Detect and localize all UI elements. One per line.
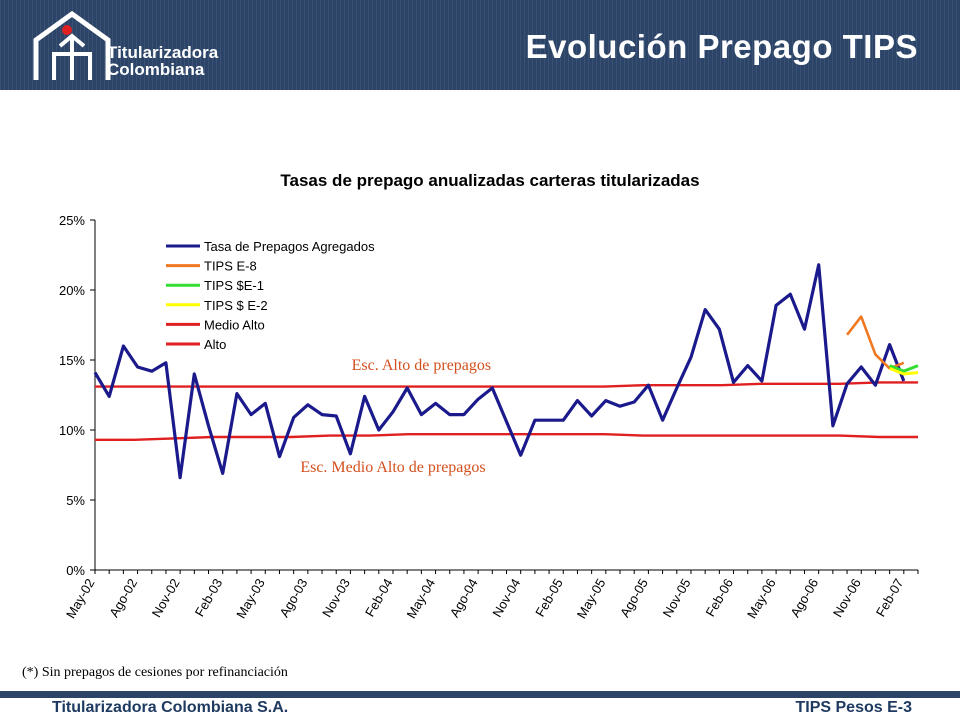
titularizadora-logo	[33, 10, 111, 80]
x-tick-label: Feb-03	[192, 576, 226, 619]
y-tick-label: 5%	[66, 493, 85, 508]
x-tick-label: Nov-04	[489, 576, 523, 620]
series-line-e2	[889, 367, 919, 376]
x-tick-label: May-06	[744, 576, 779, 621]
legend-label: TIPS $E-1	[204, 278, 264, 293]
logo-dot-icon	[62, 25, 72, 35]
chart-annotation: Esc. Medio Alto de prepagos	[300, 459, 485, 476]
x-tick-label: Nov-03	[319, 576, 353, 620]
footer-divider	[0, 691, 960, 698]
legend-box	[160, 234, 440, 356]
y-tick-label: 10%	[59, 423, 85, 438]
series-line-e1	[889, 364, 919, 373]
x-tick-label: Ago-02	[106, 576, 140, 620]
y-tick-label: 25%	[59, 213, 85, 228]
legend-label: TIPS $ E-2	[204, 298, 268, 313]
chart-legend: Tasa de Prepagos Agregados TIPS E-8 TIPS $…	[160, 234, 440, 356]
x-tick-label: Feb-04	[362, 576, 396, 619]
legend-label: Alto	[204, 337, 226, 352]
header-bar: Titularizadora Colombiana Evolución Prep…	[0, 0, 960, 90]
x-tick-label: Feb-05	[532, 576, 566, 619]
legend-label: TIPS E-8	[204, 259, 257, 274]
footer-doc-label: TIPS Pesos E-3	[795, 699, 913, 716]
x-tick-label: Ago-04	[447, 576, 481, 620]
x-tick-label: May-04	[403, 576, 438, 621]
x-tick-label: Nov-05	[660, 576, 694, 620]
y-tick-label: 0%	[66, 563, 85, 578]
footer-company: Titularizadora Colombiana S.A.	[52, 699, 289, 716]
x-tick-label: Feb-07	[873, 576, 907, 619]
series-line-medio-alto	[95, 433, 918, 441]
x-tick-label: Nov-02	[149, 576, 183, 620]
logo-line-2: Colombiana	[107, 60, 205, 79]
chart-annotations: Esc. Alto de prepagos Esc. Medio Alto de …	[300, 357, 491, 476]
y-tick-label: 20%	[59, 283, 85, 298]
x-tick-label: Nov-06	[830, 576, 864, 620]
x-tick-label: Ago-06	[787, 576, 821, 620]
series-line-agregados	[93, 263, 906, 480]
chart-annotation: Esc. Alto de prepagos	[352, 357, 492, 374]
prepago-line-chart: Tasas de prepago anualizadas carteras ti…	[59, 171, 919, 621]
logo-wordmark: Titularizadora Colombiana	[107, 44, 218, 78]
chart-title: Tasas de prepago anualizadas carteras ti…	[280, 171, 699, 190]
x-tick-label: Ago-03	[276, 576, 310, 620]
x-tick-label: May-05	[574, 576, 609, 621]
legend-label: Tasa de Prepagos Agregados	[204, 239, 375, 254]
series-line-alto	[95, 381, 918, 388]
x-tick-label: Feb-06	[703, 576, 737, 619]
logo-line-1: Titularizadora	[107, 43, 219, 62]
x-tick-label: May-02	[63, 576, 98, 621]
chart-series-layer	[93, 263, 919, 480]
y-tick-label: 15%	[59, 353, 85, 368]
legend-label: Medio Alto	[204, 317, 265, 332]
footnote: (*) Sin prepagos de cesiones por refinan…	[22, 665, 288, 680]
page-title: Evolución Prepago TIPS	[525, 28, 918, 65]
x-tick-label: Ago-05	[617, 576, 651, 620]
x-tick-label: May-03	[233, 576, 268, 621]
